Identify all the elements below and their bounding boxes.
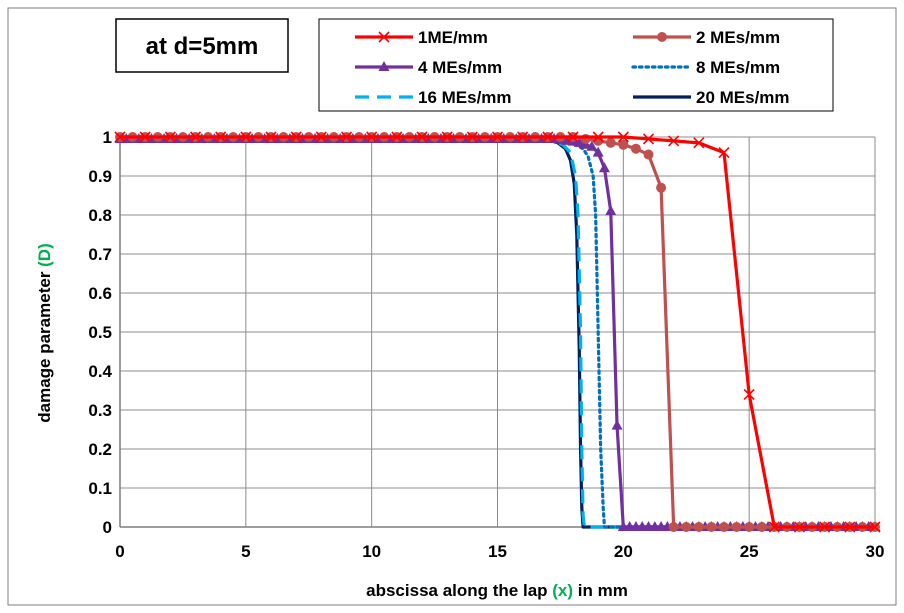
data-point — [265, 131, 277, 143]
data-point — [542, 131, 554, 143]
legend-label: 4 MEs/mm — [418, 58, 502, 77]
data-point — [391, 131, 403, 143]
y-tick-label: 0.3 — [88, 401, 112, 420]
x-axis-title-prefix: abscissa along the lap — [366, 581, 552, 600]
y-tick-label: 0.1 — [88, 479, 112, 498]
data-point — [768, 521, 780, 533]
y-axis-title: damage parameter (D) — [35, 243, 54, 423]
data-point — [605, 205, 617, 216]
x-tick-label: 5 — [241, 542, 250, 561]
data-point — [598, 162, 610, 173]
plot-series — [114, 131, 881, 533]
data-point — [114, 131, 126, 143]
data-point — [416, 131, 428, 143]
legend-marker — [378, 31, 390, 43]
legend-entry: 2 MEs/mm — [633, 28, 780, 47]
data-point — [642, 133, 655, 145]
data-point — [517, 131, 529, 143]
data-point — [441, 131, 453, 143]
legend-marker — [378, 61, 390, 71]
data-point — [793, 521, 806, 533]
y-tick-label: 0.7 — [88, 245, 112, 264]
legend-label: 1ME/mm — [418, 28, 488, 47]
data-point — [743, 388, 755, 400]
data-point — [844, 521, 856, 533]
y-tick-label: 0.2 — [88, 440, 112, 459]
legend-entry: 16 MEs/mm — [355, 88, 512, 107]
annotation-frame — [115, 18, 289, 73]
legend-entry: 4 MEs/mm — [355, 58, 502, 77]
data-point — [718, 147, 730, 159]
data-point — [618, 139, 629, 150]
x-tick-label: 25 — [740, 542, 759, 561]
data-point — [617, 131, 629, 143]
data-point — [466, 131, 478, 143]
legend-label: 2 MEs/mm — [696, 28, 780, 47]
legend-label: 16 MEs/mm — [418, 88, 512, 107]
y-tick-label: 0.4 — [88, 362, 112, 381]
x-tick-labels: 0 5 10 15 20 25 30 — [115, 542, 884, 561]
legend-label: 8 MEs/mm — [696, 58, 780, 77]
data-point — [681, 522, 692, 532]
legend-entry: 8 MEs/mm — [631, 58, 780, 77]
data-point — [819, 521, 831, 533]
y-tick-label: 0.5 — [88, 323, 112, 342]
x-tick-label: 20 — [614, 542, 633, 561]
data-point — [592, 131, 604, 143]
data-point — [693, 522, 704, 532]
x-axis-title-symbol: (x) — [552, 581, 573, 600]
data-point — [630, 143, 641, 154]
data-point — [592, 146, 604, 157]
data-point — [869, 521, 881, 533]
data-point — [605, 137, 616, 148]
data-point — [240, 131, 252, 143]
legend: 1ME/mm 2 MEs/mm 4 MEs/mm 8 MEs/mm 16 MEs/mm 2… — [318, 18, 834, 112]
x-tick-label: 0 — [115, 542, 124, 561]
x-axis-title: abscissa along the lap (x) in mm — [366, 581, 628, 600]
x-tick-label: 15 — [488, 542, 507, 561]
data-point — [611, 419, 623, 430]
y-tick-label: 0.8 — [88, 206, 112, 225]
data-point — [573, 136, 585, 147]
legend-label: 20 MEs/mm — [696, 88, 790, 107]
data-point — [643, 149, 654, 160]
y-tick-label: 1 — [103, 128, 112, 147]
y-tick-label: 0.6 — [88, 284, 112, 303]
data-point — [656, 182, 667, 193]
data-point — [189, 131, 202, 143]
data-point — [215, 131, 227, 143]
data-point — [290, 131, 302, 143]
x-tick-label: 10 — [362, 542, 381, 561]
data-point — [719, 522, 729, 532]
data-point — [340, 131, 353, 143]
data-point — [586, 140, 598, 151]
data-point — [744, 522, 755, 532]
x-tick-label: 30 — [866, 542, 885, 561]
data-point — [315, 131, 327, 143]
data-point — [668, 522, 679, 532]
data-point — [706, 522, 717, 532]
legend-entry: 20 MEs/mm — [633, 88, 790, 107]
x-axis-title-suffix: in mm — [573, 581, 628, 600]
data-point — [567, 131, 579, 143]
data-point — [164, 131, 176, 143]
y-tick-label: 0.9 — [88, 167, 112, 186]
y-tick-label: 0 — [103, 518, 112, 537]
annotation-text: at d=5mm — [146, 33, 259, 60]
data-point — [693, 137, 705, 149]
annotation-box: at d=5mm — [115, 18, 289, 73]
data-point — [366, 131, 378, 143]
y-axis-title-prefix: damage parameter — [35, 267, 54, 423]
data-point — [139, 131, 151, 143]
data-point — [756, 522, 767, 532]
legend-marker — [657, 32, 667, 42]
legend-entry: 1ME/mm — [355, 28, 488, 47]
y-axis-title-symbol: (D) — [35, 243, 54, 267]
data-point — [668, 135, 680, 147]
data-point — [731, 522, 742, 532]
data-point — [491, 131, 504, 143]
series-1 — [114, 131, 881, 533]
y-tick-labels: 0 0.1 0.2 0.3 0.4 0.5 0.6 0.7 0.8 0.9 1 — [88, 128, 112, 537]
